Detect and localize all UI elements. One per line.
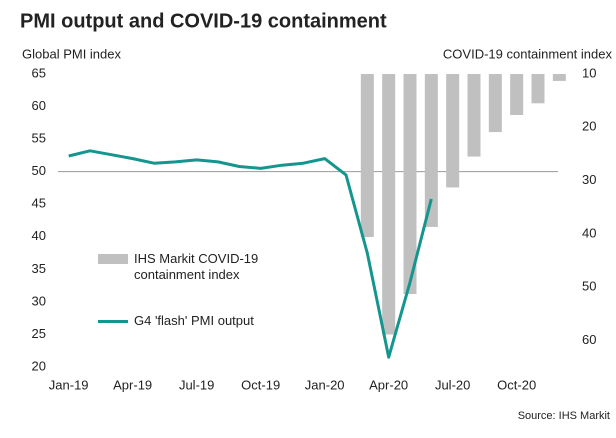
- y-tick-label: 50: [32, 163, 46, 178]
- line: [68, 149, 433, 359]
- y-tick-label: 60: [32, 98, 46, 113]
- bar: [360, 74, 374, 238]
- y-tick-label: 20: [32, 358, 46, 373]
- y-tick-label: 35: [32, 261, 46, 276]
- bar: [467, 74, 481, 157]
- x-tick-label: Apr-20: [369, 377, 408, 392]
- x-tick-label: Apr-19: [113, 377, 152, 392]
- y2-tick-label: 30: [582, 172, 596, 187]
- bar: [424, 74, 438, 227]
- y2-tick-label: 40: [582, 225, 596, 240]
- y2-tick-label: 60: [582, 332, 596, 347]
- y2-tick-label: 50: [582, 279, 596, 294]
- source: Source: IHS Markit: [518, 410, 610, 422]
- y-tick-label: 45: [32, 196, 46, 211]
- y2-axis-title: COVID-19 containment index: [443, 46, 613, 61]
- y-tick-label: 40: [32, 228, 46, 243]
- y2-tick-label: 10: [582, 65, 596, 80]
- x-tick-label: Jan-19: [49, 377, 89, 392]
- y-tick-label: 65: [32, 65, 46, 80]
- bar: [552, 74, 566, 81]
- bar: [488, 74, 502, 133]
- y-tick-label: 25: [32, 326, 46, 341]
- x-tick-label: Jan-20: [305, 377, 345, 392]
- x-tick-label: Jul-20: [435, 377, 470, 392]
- bar: [403, 74, 417, 295]
- bar: [510, 74, 524, 116]
- legend-swatch: [98, 254, 128, 264]
- legend-label: IHS Markit COVID-19 containment index: [134, 251, 259, 282]
- bar: [382, 74, 396, 335]
- legend-bar: IHS Markit COVID-19 containment index: [98, 251, 304, 283]
- bar: [446, 74, 460, 188]
- legend-line: G4 'flash' PMI output: [98, 313, 304, 329]
- x-tick-label: Oct-20: [497, 377, 536, 392]
- y2-tick-label: 20: [582, 119, 596, 134]
- x-tick-label: Oct-19: [241, 377, 280, 392]
- bar: [531, 74, 545, 104]
- y-axis-title: Global PMI index: [22, 46, 121, 61]
- legend-swatch: [98, 320, 128, 323]
- x-tick-label: Jul-19: [179, 377, 214, 392]
- y-tick-label: 55: [32, 131, 46, 146]
- chart-title: PMI output and COVID-19 containment: [20, 10, 387, 32]
- legend-label: G4 'flash' PMI output: [134, 313, 254, 328]
- y-tick-label: 30: [32, 293, 46, 308]
